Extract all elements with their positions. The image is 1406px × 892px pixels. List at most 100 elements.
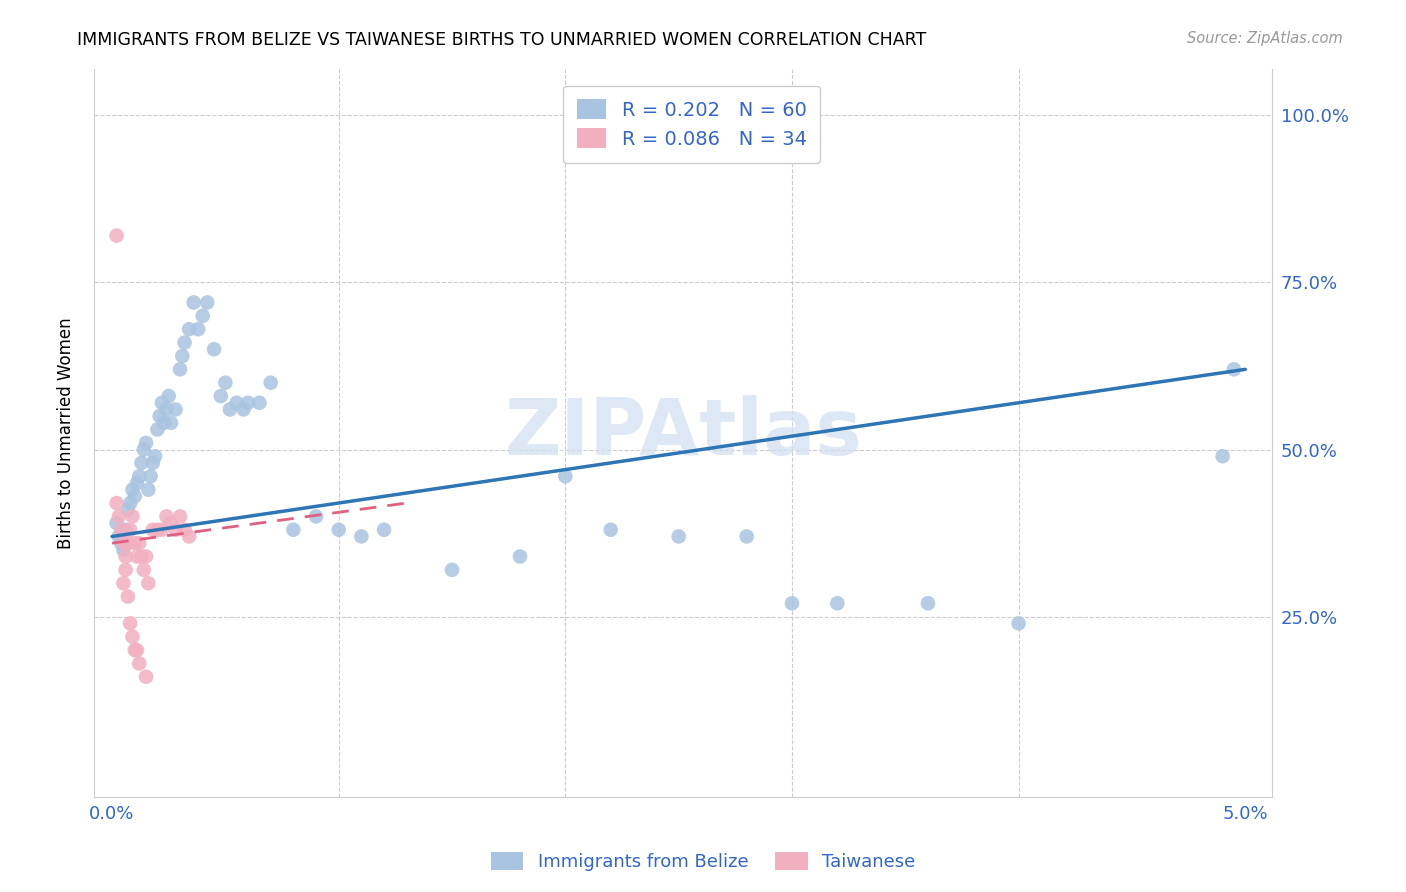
Text: ZIPAtlas: ZIPAtlas (505, 395, 862, 471)
Point (179, 529, 201, 543)
Point (142, 523, 165, 537)
Point (121, 630, 143, 644)
Point (155, 509, 177, 524)
Point (735, 529, 758, 543)
Point (125, 643, 148, 657)
Point (153, 416, 176, 430)
Point (146, 523, 169, 537)
Point (554, 469, 576, 483)
Point (117, 536, 139, 550)
Point (117, 590, 139, 604)
Point (132, 442, 155, 457)
Point (328, 523, 350, 537)
Point (155, 402, 177, 417)
Point (202, 343, 225, 357)
Point (146, 422, 169, 436)
Y-axis label: Births to Unmarried Women: Births to Unmarried Women (58, 317, 75, 549)
Point (917, 596, 939, 610)
Point (108, 529, 131, 543)
Point (120, 523, 142, 537)
Point (1223, 362, 1246, 376)
Point (112, 536, 135, 550)
Point (668, 529, 690, 543)
Point (599, 523, 621, 537)
Point (232, 402, 254, 417)
Point (225, 396, 247, 410)
Point (136, 576, 159, 591)
Point (195, 295, 218, 310)
Point (157, 389, 180, 403)
Point (131, 456, 153, 470)
Point (142, 456, 165, 470)
Point (128, 657, 150, 671)
Point (187, 322, 209, 336)
Point (373, 523, 395, 537)
Point (247, 396, 270, 410)
Point (124, 643, 146, 657)
Point (114, 523, 136, 537)
Point (120, 616, 142, 631)
Point (120, 496, 142, 510)
Point (165, 523, 187, 537)
Point (135, 549, 157, 564)
Point (191, 309, 214, 323)
Point (165, 402, 187, 417)
Legend: Immigrants from Belize, Taiwanese: Immigrants from Belize, Taiwanese (484, 845, 922, 879)
Point (121, 509, 143, 524)
Point (110, 536, 132, 550)
Point (136, 483, 159, 497)
Point (236, 396, 259, 410)
Point (108, 509, 131, 524)
Point (132, 563, 155, 577)
Point (128, 469, 150, 483)
Point (143, 449, 166, 463)
Point (509, 549, 531, 564)
Point (117, 502, 139, 516)
Point (169, 362, 191, 376)
Point (780, 596, 803, 610)
Point (128, 536, 150, 550)
Point (112, 576, 135, 591)
Point (219, 402, 242, 417)
Point (121, 483, 143, 497)
Point (260, 376, 283, 390)
Point (169, 509, 191, 524)
Point (173, 523, 195, 537)
Point (105, 496, 128, 510)
Point (172, 349, 194, 363)
Point (160, 516, 183, 530)
Point (1212, 449, 1234, 463)
Point (160, 416, 183, 430)
Point (139, 469, 162, 483)
Point (110, 523, 132, 537)
Point (214, 376, 236, 390)
Point (209, 389, 232, 403)
Point (125, 475, 148, 490)
Point (150, 396, 173, 410)
Point (173, 335, 195, 350)
Point (305, 509, 328, 524)
Legend: R = 0.202   N = 60, R = 0.086   N = 34: R = 0.202 N = 60, R = 0.086 N = 34 (564, 86, 820, 162)
Point (131, 549, 153, 564)
Point (124, 489, 146, 503)
Point (112, 542, 135, 557)
Point (125, 549, 148, 564)
Point (114, 549, 136, 564)
Point (114, 563, 136, 577)
Point (105, 516, 128, 530)
Point (441, 563, 464, 577)
Point (179, 322, 201, 336)
Point (827, 596, 849, 610)
Point (105, 228, 128, 243)
Point (183, 295, 205, 310)
Text: Source: ZipAtlas.com: Source: ZipAtlas.com (1187, 31, 1343, 46)
Text: IMMIGRANTS FROM BELIZE VS TAIWANESE BIRTHS TO UNMARRIED WOMEN CORRELATION CHART: IMMIGRANTS FROM BELIZE VS TAIWANESE BIRT… (77, 31, 927, 49)
Point (150, 523, 173, 537)
Point (149, 409, 172, 424)
Point (135, 670, 157, 684)
Point (135, 435, 157, 450)
Point (1007, 616, 1029, 631)
Point (283, 523, 305, 537)
Point (124, 536, 146, 550)
Point (350, 529, 373, 543)
